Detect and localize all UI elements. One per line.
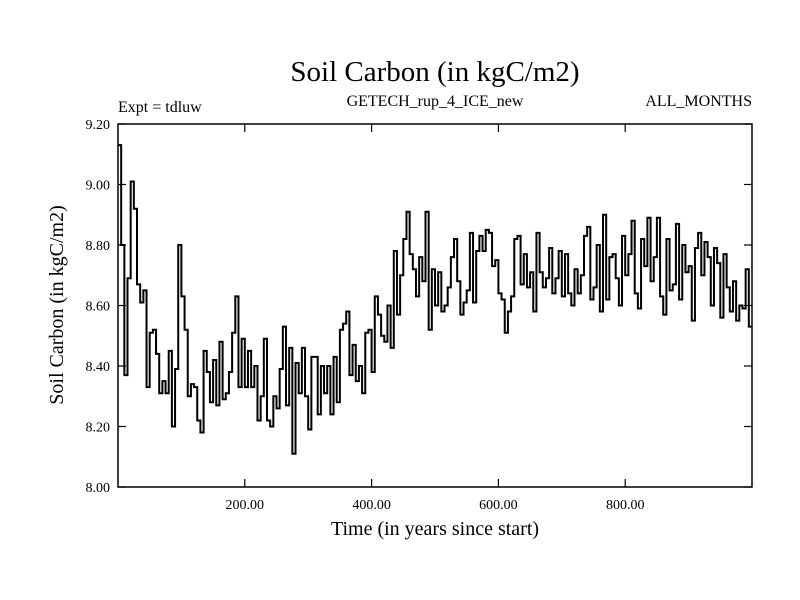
x-tick-label: 600.00 bbox=[479, 498, 518, 513]
soil-carbon-series-line bbox=[118, 144, 752, 455]
chart-title: Soil Carbon (in kgC/m2) bbox=[290, 56, 579, 88]
y-tick-label: 8.40 bbox=[86, 360, 111, 375]
y-tick-label: 9.00 bbox=[86, 179, 111, 194]
y-tick-label: 8.80 bbox=[86, 239, 111, 254]
y-tick-label: 9.20 bbox=[86, 118, 111, 133]
y-tick-label: 8.00 bbox=[86, 481, 111, 496]
x-tick-label: 800.00 bbox=[606, 498, 645, 513]
dataset-label: GETECH_rup_4_ICE_new bbox=[347, 93, 524, 110]
x-axis-label: Time (in years since start) bbox=[331, 518, 539, 540]
months-label: ALL_MONTHS bbox=[645, 93, 752, 110]
y-axis-label: Soil Carbon (in kgC/m2) bbox=[46, 205, 68, 404]
x-axis: 200.00 400.00 600.00 800.00 bbox=[226, 124, 645, 513]
y-tick-label: 8.20 bbox=[86, 421, 111, 436]
experiment-label: Expt = tdluw bbox=[118, 99, 202, 116]
y-tick-label: 8.60 bbox=[86, 300, 111, 315]
x-tick-label: 400.00 bbox=[352, 498, 391, 513]
x-tick-label: 200.00 bbox=[226, 498, 265, 513]
plot-frame bbox=[117, 123, 753, 488]
